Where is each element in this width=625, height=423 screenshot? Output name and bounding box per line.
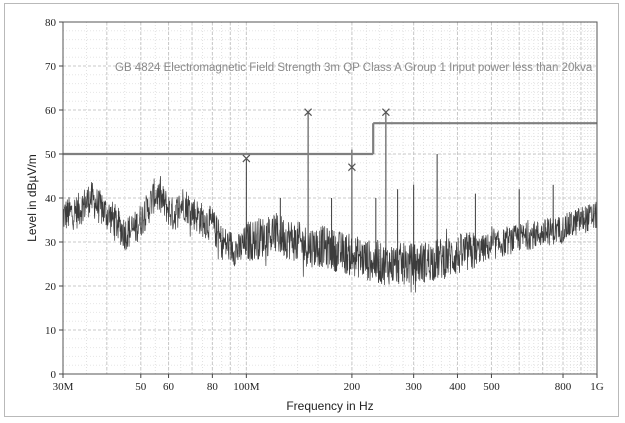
x-tick-label: 80 — [207, 381, 219, 393]
y-tick-label: 50 — [45, 149, 57, 161]
qp-marker — [242, 154, 251, 163]
x-tick-label: 50 — [135, 381, 147, 393]
qp-markers — [242, 108, 390, 172]
y-tick-label: 40 — [45, 193, 57, 205]
x-tick-label: 500 — [483, 381, 500, 393]
qp-marker — [347, 163, 356, 172]
x-tick-label: 800 — [555, 381, 572, 393]
y-tick-label: 10 — [45, 325, 57, 337]
y-tick-label: 30 — [45, 237, 57, 249]
qp-marker — [381, 108, 390, 117]
y-tick-label: 70 — [45, 61, 57, 73]
qp-marker — [304, 108, 313, 117]
minor-grid — [62, 22, 597, 374]
y-tick-label: 20 — [45, 281, 57, 293]
x-tick-label: 200 — [344, 381, 361, 393]
x-axis-title: Frequency in Hz — [286, 399, 373, 413]
y-tick-label: 0 — [51, 369, 57, 381]
x-tick-label: 60 — [163, 381, 175, 393]
y-axis-title: Level in dBµV/m — [25, 154, 39, 242]
measurement-trace — [62, 112, 598, 293]
limit-line-label: GB 4824 Electromagnetic Field Strength 3… — [115, 62, 593, 74]
y-tick-label: 80 — [45, 17, 57, 29]
x-tick-label: 400 — [449, 381, 466, 393]
limit-line — [63, 122, 597, 156]
x-tick-label: 30M — [53, 381, 74, 393]
trace-line — [62, 175, 598, 293]
x-tick-label: 300 — [405, 381, 422, 393]
x-tick-label: 1G — [590, 381, 604, 393]
y-tick-label: 60 — [45, 105, 57, 117]
y-axis-ticks: 0 10 20 30 40 50 60 70 80 — [45, 17, 63, 381]
x-axis-ticks: 30M 50 60 80 100M 200 300 400 500 800 1G — [53, 374, 604, 393]
x-tick-label: 100M — [233, 381, 260, 393]
